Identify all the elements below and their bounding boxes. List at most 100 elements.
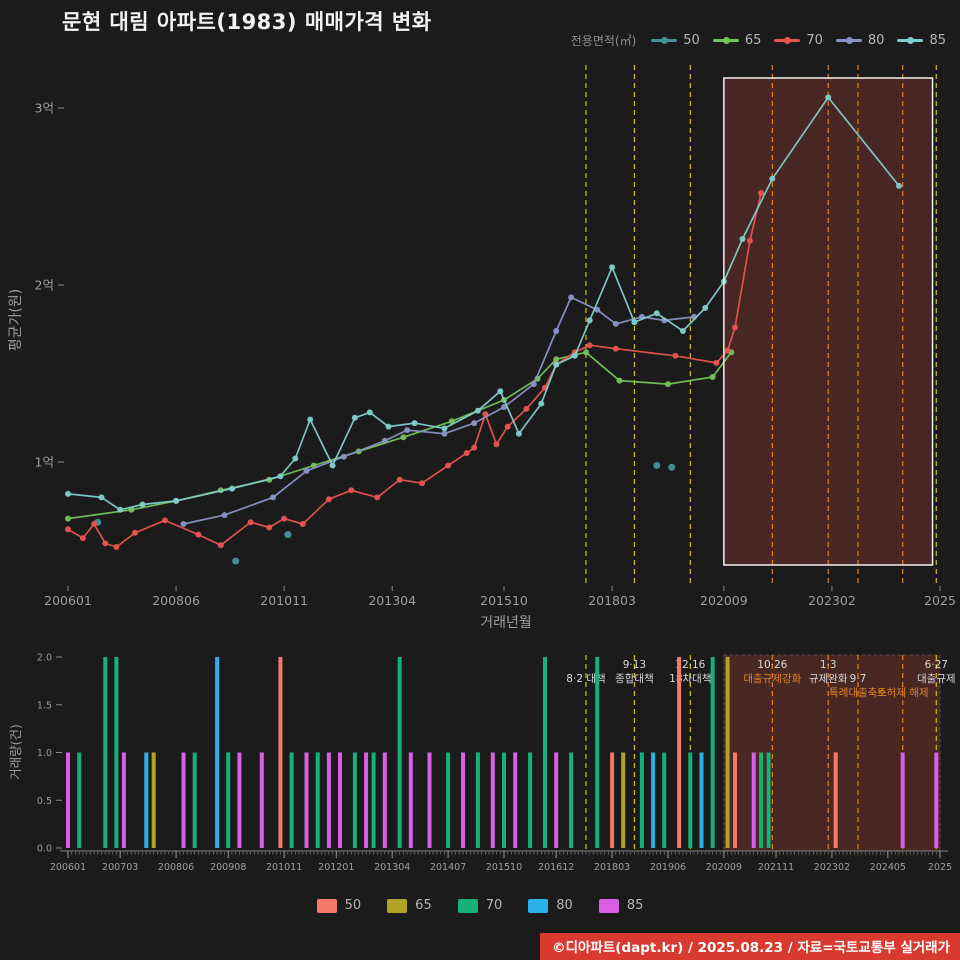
data-point-85 [292,455,299,462]
volume-bar [759,752,764,848]
data-point-70 [217,542,224,549]
data-point-70 [396,476,403,483]
volume-bar [621,752,626,848]
data-point-85 [307,416,314,423]
page-title: 문현 대림 아파트(1983) 매매가격 변화 [62,10,432,34]
vol-x-tick-label: 200703 [102,862,138,873]
data-point-70 [113,544,120,550]
data-point-80 [180,521,187,527]
data-point-70 [247,519,254,526]
data-point-70 [612,345,619,352]
data-point-85 [769,175,776,182]
data-point-70 [419,480,425,487]
event-label: 대출규제강화 [743,673,801,685]
data-point-85 [117,506,124,513]
data-point-70 [161,517,168,524]
series-line-65 [67,351,732,520]
volume-bar [121,752,126,848]
data-point-70 [79,535,86,542]
volume-bar [475,752,480,848]
volume-bar [371,752,376,848]
vol-x-tick-label: 200806 [158,862,194,873]
volume-bar [688,752,693,848]
area-legend-item-85[interactable]: 85 [897,33,946,48]
data-point-85 [98,494,105,501]
legend-label: 80 [867,33,885,48]
area-legend-caption: 전용면적(㎡) [570,34,637,48]
volume-bar [528,752,533,848]
area-legend-item-50[interactable]: 50 [651,33,700,48]
event-label: 12·16 [675,659,705,671]
volume-bar [490,752,495,848]
event-label: 9·7 [850,673,867,685]
data-point-50 [668,463,676,471]
data-point-80 [441,430,448,437]
volume-legend-item-65[interactable]: 65 [387,898,432,913]
volume-bar [543,657,547,848]
volume-bar [662,752,667,848]
legend-label: 70 [485,898,503,913]
vol-y-tick-label: 1.0 [37,748,52,759]
data-point-85 [366,409,373,416]
volume-bar [446,752,451,848]
volume-bar [699,752,704,848]
volume-bar [733,752,737,848]
volume-legend-item-50[interactable]: 50 [316,898,361,913]
data-point-85 [229,485,235,492]
area-legend-item-70[interactable]: 70 [774,33,823,48]
series-line-80 [183,296,695,525]
data-point-70 [195,531,202,538]
data-point-80 [303,467,310,474]
volume-bar [397,657,402,848]
volume-bar [338,752,342,848]
volume-bar [382,752,387,848]
data-point-70 [732,324,738,331]
data-point-70 [463,450,470,457]
series-line-85 [67,96,900,511]
data-point-80 [568,294,575,301]
vol-y-tick-label: 2.0 [37,653,52,664]
data-point-70 [471,444,478,451]
series-line-70 [67,192,762,548]
data-point-80 [501,404,507,411]
x-tick-label: 202302 [808,593,856,608]
data-point-65 [616,377,623,384]
legend-swatch [528,898,549,913]
data-point-70 [724,347,731,354]
data-point-85 [739,236,746,242]
legend-swatch [598,898,619,913]
y-tick-label: 3억 [35,101,54,116]
legend-swatch [387,898,408,913]
x-tick-label: 201011 [260,593,308,608]
data-point-70 [523,405,530,412]
vol-x-tick-label: 201803 [594,862,630,873]
volume-legend-item-80[interactable]: 80 [528,898,573,913]
volume-bar [639,752,644,848]
data-point-65 [709,374,716,380]
volume-bar [569,752,574,848]
data-point-85 [571,352,578,359]
data-point-85 [173,497,180,504]
area-legend-item-65[interactable]: 65 [712,33,761,48]
vol-x-tick-label: 200601 [50,862,86,873]
event-label: 1·3 [820,659,837,671]
volume-legend-item-85[interactable]: 85 [598,898,643,913]
volume-bar [226,752,231,848]
volume-bar [427,752,432,848]
vol-x-tick-label: 201011 [266,862,302,873]
area-legend-item-80[interactable]: 80 [835,33,885,48]
legend-line-marker [651,37,678,44]
volume-legend-item-70[interactable]: 70 [457,898,503,913]
volume-bar [192,752,197,848]
highlight-region-border [723,77,934,566]
vol-x-tick-label: 201906 [650,862,686,873]
data-point-70 [374,494,381,501]
volume-bar [66,752,70,848]
footer-credit: ©디아파트(dapt.kr) / 2025.08.23 / 자료=국토교통부 실… [540,933,960,960]
area-legend: 전용면적(㎡) 50 65 70 80 85 [571,32,946,49]
x-tick-label: 201803 [588,593,636,608]
data-point-85 [277,473,284,480]
data-point-70 [281,515,288,522]
vol-x-tick-label: 202111 [758,862,794,873]
x-axis-title: 거래년월 [480,615,532,631]
